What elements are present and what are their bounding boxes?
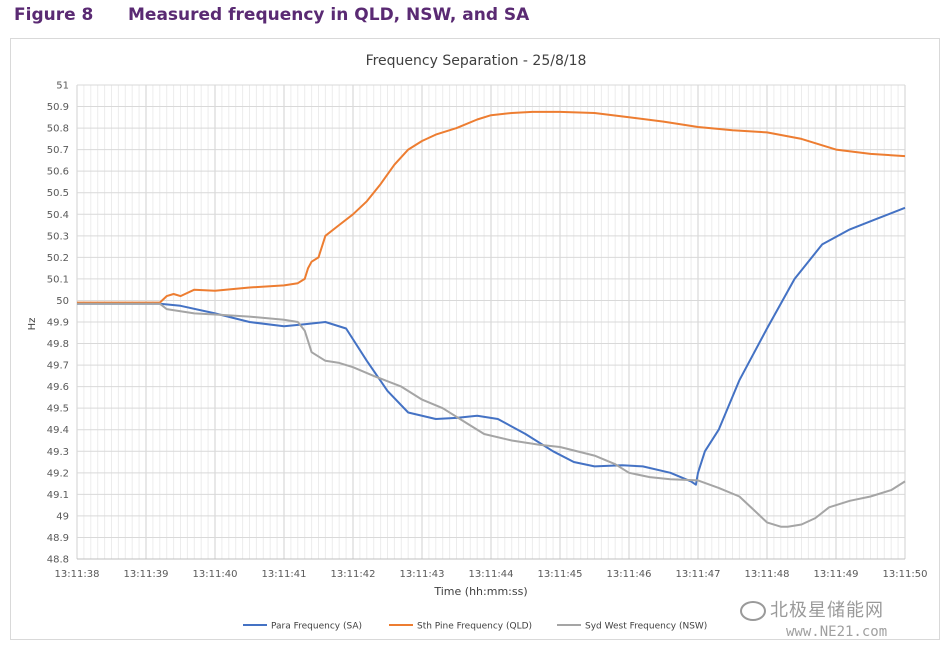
y-tick-label: 49.9: [47, 318, 69, 329]
x-axis: 13:11:38 13:11:39 13:11:40 13:11:41 13:11:42…: [55, 558, 928, 580]
y-tick-label: 49: [56, 511, 69, 522]
legend-label: Syd West Frequency (NSW): [585, 622, 707, 632]
wechat-icon: [740, 601, 766, 621]
x-tick-label: 13:11:46: [607, 569, 652, 580]
y-axis: 48.8 48.9 49 49.1 49.2 49.3 49.4 49.5 49.6 49.7 49…: [47, 81, 69, 566]
legend: Para Frequency (SA) Sth Pine Frequency (Q…: [243, 622, 707, 632]
y-tick-label: 49.3: [47, 447, 69, 458]
x-tick-label: 13:11:38: [55, 569, 100, 580]
x-tick-label: 13:11:47: [676, 569, 721, 580]
y-tick-label: 48.9: [47, 533, 69, 544]
x-tick-label: 13:11:41: [262, 569, 307, 580]
y-tick-label: 50.3: [47, 231, 69, 242]
figure-caption: Measured frequency in QLD, NSW, and SA: [128, 5, 530, 25]
chart-frame: Frequency Separation - 25/8/18 48.8 48.9 4…: [10, 38, 940, 640]
y-tick-label: 49.1: [47, 490, 69, 501]
y-tick-label: 49.4: [47, 425, 69, 436]
y-tick-label: 49.5: [47, 404, 69, 415]
y-tick-label: 51: [56, 81, 69, 92]
watermark: 北极星储能网: [740, 596, 884, 622]
x-tick-label: 13:11:39: [124, 569, 169, 580]
y-tick-label: 50.5: [47, 188, 69, 199]
y-tick-label: 49.6: [47, 382, 69, 393]
x-axis-label: Time (hh:mm:ss): [433, 585, 527, 598]
figure-number: Figure 8: [14, 5, 94, 25]
figure-header: Figure 8 Measured frequency in QLD, NSW,…: [14, 4, 529, 26]
x-tick-label: 13:11:49: [814, 569, 859, 580]
watermark-url: www.NE21.com: [786, 624, 888, 640]
y-tick-label: 48.8: [47, 555, 69, 566]
y-tick-label: 50.4: [47, 210, 69, 221]
x-tick-label: 13:11:42: [331, 569, 376, 580]
grid-lines: [76, 84, 906, 560]
y-tick-label: 50.8: [47, 124, 69, 135]
y-tick-label: 50: [56, 296, 69, 307]
y-tick-label: 50.6: [47, 167, 69, 178]
x-tick-label: 13:11:40: [193, 569, 238, 580]
legend-label: Sth Pine Frequency (QLD): [417, 622, 532, 632]
series-lines: [77, 110, 906, 528]
x-tick-label: 13:11:48: [745, 569, 790, 580]
x-tick-label: 13:11:45: [538, 569, 583, 580]
x-tick-label: 13:11:44: [469, 569, 514, 580]
y-tick-label: 49.8: [47, 339, 69, 350]
y-tick-label: 50.2: [47, 253, 69, 264]
series-line-1: [77, 206, 906, 486]
series-line-3: [77, 302, 906, 528]
x-tick-label: 13:11:43: [400, 569, 445, 580]
y-axis-label: Hz: [27, 318, 38, 331]
y-tick-label: 50.1: [47, 274, 69, 285]
series-line-2: [77, 110, 906, 304]
y-tick-label: 50.9: [47, 102, 69, 113]
y-tick-label: 49.2: [47, 468, 69, 479]
chart-title: Frequency Separation - 25/8/18: [366, 53, 587, 69]
watermark-text: 北极星储能网: [770, 600, 884, 621]
legend-label: Para Frequency (SA): [271, 622, 362, 632]
x-tick-label: 13:11:50: [883, 569, 928, 580]
frequency-chart: Frequency Separation - 25/8/18 48.848.94…: [27, 53, 928, 632]
y-tick-label: 49.7: [47, 361, 69, 372]
y-tick-label: 50.7: [47, 145, 69, 156]
